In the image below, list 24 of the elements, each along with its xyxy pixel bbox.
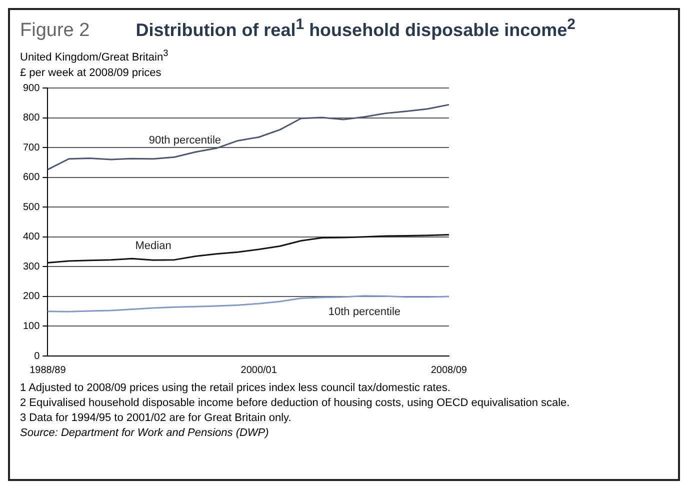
y-axis-title: £ per week at 2008/09 prices (20, 66, 162, 79)
y-tick-label: 800 (22, 112, 40, 124)
text: 1 Adjusted to 2008/09 prices using the retail prices index less council tax/domestic rates. (20, 382, 452, 394)
y-tick-label: 0 (34, 350, 40, 362)
y-tick-label: 500 (22, 202, 40, 213)
y-tick-label: 100 (22, 320, 40, 332)
x-tick-label: 1988/89 (30, 364, 66, 376)
y-tick-label: 900 (22, 82, 40, 94)
y-tick-label: 300 (22, 261, 40, 272)
text: 3 Data for 1994/95 to 2001/02 are for Great Britain only. (20, 412, 292, 424)
series-label: 90th percentile (148, 134, 222, 146)
text: 2 Equivalised household disposable income before deduction of housing costs, using OECD equivalisation scale. (20, 396, 571, 409)
y-tick-label: 600 (22, 172, 40, 183)
chart-subtitle: Distribution of real$^{1}$ household disposable income$^{2}$ (136, 16, 576, 41)
x-tick-label: 2000/01 (240, 364, 278, 376)
source-note: Source: Department for Work and Pensions (DWP) (20, 426, 270, 439)
series-label: 10th percentile (328, 306, 401, 318)
series-label: Median (135, 240, 172, 252)
text: United Kingdom/Great Britain$^{3}$ (20, 48, 170, 64)
chart-title: Figure 2 (20, 20, 90, 42)
x-tick-label: 2008/09 (430, 364, 468, 376)
y-tick-label: 400 (22, 231, 40, 242)
y-tick-label: 200 (22, 290, 40, 302)
y-tick-label: 700 (22, 142, 40, 153)
